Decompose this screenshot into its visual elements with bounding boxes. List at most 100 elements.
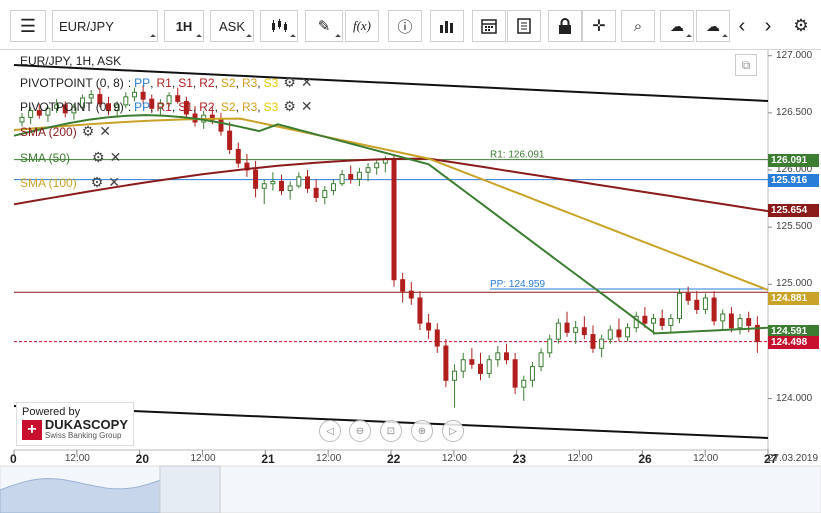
candles-icon	[272, 19, 287, 32]
dropdown-caret-icon	[246, 34, 252, 40]
candle-body	[28, 110, 34, 118]
close-icon[interactable]: ✕	[108, 174, 120, 190]
hamburger-icon: ☰	[19, 15, 37, 36]
candle-body	[339, 174, 345, 185]
legend-pp: PP	[134, 75, 151, 90]
gear-icon[interactable]: ⚙	[283, 98, 296, 114]
price-chart[interactable]: R1: 126.091 PP: 124.959	[0, 50, 821, 513]
side-selector[interactable]: ASK	[210, 10, 254, 42]
price-tag: 126.091	[768, 153, 819, 167]
scroll-right-button[interactable]: ›	[756, 10, 780, 42]
fit-button[interactable]: ⊡	[380, 420, 402, 442]
document-icon	[517, 18, 531, 34]
upload-button[interactable]: ☁	[660, 10, 694, 42]
settings-button[interactable]: ⚙	[788, 10, 814, 42]
x-tick-label: 12:00	[693, 453, 719, 464]
close-icon[interactable]: ✕	[99, 123, 111, 139]
candle-body	[261, 183, 267, 189]
candle-body	[529, 366, 535, 381]
candle-body	[702, 297, 708, 310]
lock-button[interactable]	[548, 10, 582, 42]
candle-body	[434, 329, 440, 347]
candle-body	[157, 103, 163, 109]
candle-body	[374, 162, 380, 169]
candle-body	[54, 104, 60, 109]
navigator-area	[0, 478, 161, 513]
x-tick-label: 12:00	[316, 453, 342, 464]
legend-r2: R2	[199, 75, 215, 90]
close-icon[interactable]: ✕	[300, 74, 313, 90]
candle-body	[227, 130, 233, 150]
news-button[interactable]	[507, 10, 541, 42]
zoom-in-button[interactable]: ⊕	[411, 420, 433, 442]
dropdown-caret-icon	[196, 34, 202, 40]
candle-body	[521, 379, 527, 388]
legend-sma-200: SMA (200) ⚙ ✕	[20, 123, 111, 140]
gear-icon[interactable]: ⚙	[90, 174, 104, 190]
legend-r1: R1	[156, 99, 172, 114]
symbol-selector[interactable]: EUR/JPY	[52, 10, 158, 42]
chevron-right-icon: ›	[764, 14, 772, 37]
cloud-upload-icon: ☁	[670, 17, 684, 34]
candle-body	[149, 98, 155, 109]
zoom-out-button[interactable]: ⊖	[349, 420, 371, 442]
dropdown-caret-icon	[722, 34, 728, 40]
candle-body	[547, 338, 553, 354]
menu-button[interactable]: ☰	[10, 10, 46, 42]
legend-pivot-9: PIVOTPOINT (0, 9) : PP, R1, S1, R2, S2, …	[20, 98, 313, 114]
close-icon[interactable]: ✕	[300, 98, 313, 114]
legend-sma-50: SMA (50) ⚙ ✕	[20, 149, 121, 166]
candle-body	[80, 97, 86, 108]
download-button[interactable]: ☁	[696, 10, 730, 42]
dropdown-caret-icon	[290, 34, 296, 40]
candle-body	[400, 279, 406, 292]
gear-icon[interactable]: ⚙	[81, 123, 95, 139]
x-tick-label: 23	[512, 452, 527, 466]
close-icon[interactable]: ✕	[109, 149, 122, 165]
candle-body	[123, 96, 129, 106]
bar-chart-icon	[440, 21, 453, 33]
x-tick-label: 12:00	[64, 453, 90, 464]
price-tag: 125.654	[768, 203, 819, 217]
candle-body	[676, 292, 682, 320]
info-button[interactable]: ⓘ	[388, 10, 422, 42]
indicators-button[interactable]: f(x)	[345, 10, 379, 42]
chart-title: EUR/JPY, 1H, ASK	[20, 54, 122, 68]
zoom-button[interactable]: ⌕	[621, 10, 655, 42]
legend-pp: PP	[134, 99, 151, 114]
candle-body	[685, 292, 691, 301]
expand-button[interactable]: ⧉	[735, 54, 757, 76]
fx-label: f(x)	[352, 18, 372, 33]
legend-name: SMA (50)	[20, 150, 71, 165]
level-label: R1: 126.091	[490, 150, 545, 161]
candle-body	[599, 338, 605, 349]
scroll-left-button[interactable]: ‹	[730, 10, 754, 42]
candle-body	[235, 148, 241, 164]
calendar-button[interactable]	[472, 10, 506, 42]
legend-name: PIVOTPOINT (0, 8)	[20, 75, 124, 90]
crosshair-button[interactable]: ✛	[582, 10, 616, 42]
gear-icon[interactable]: ⚙	[92, 149, 105, 165]
legend-name: SMA (100)	[20, 175, 77, 190]
candle-body	[296, 176, 302, 187]
y-tick-label: 126.500	[776, 106, 813, 118]
chart-type-button[interactable]	[260, 10, 298, 42]
scroll-forward-button[interactable]: ▷	[442, 420, 464, 442]
candle-body	[417, 297, 423, 324]
candle-body	[253, 169, 259, 189]
gear-icon[interactable]: ⚙	[283, 74, 296, 90]
draw-tools-button[interactable]: ✎	[305, 10, 343, 42]
candle-body	[486, 359, 492, 374]
candle-body	[218, 119, 224, 132]
legend-s1: S1	[178, 75, 193, 90]
price-tag: 125.916	[768, 173, 819, 187]
candle-body	[270, 180, 276, 185]
sma-200-line	[13, 157, 769, 213]
timeframe-selector[interactable]: 1H	[164, 10, 204, 42]
candle-body	[728, 313, 734, 329]
price-tag: 124.591	[768, 325, 819, 339]
sma-50-line	[13, 114, 769, 335]
scroll-back-button[interactable]: ◁	[319, 420, 341, 442]
candle-body	[590, 334, 596, 349]
volume-button[interactable]	[430, 10, 464, 42]
